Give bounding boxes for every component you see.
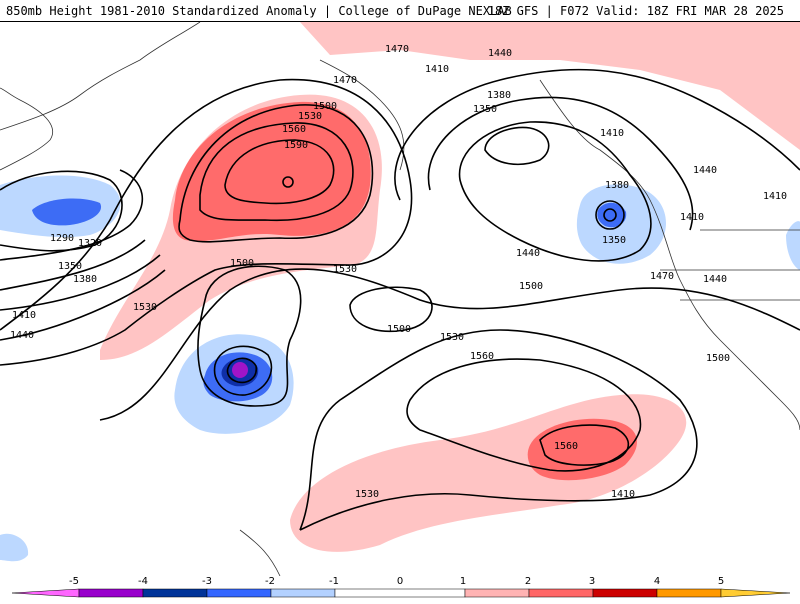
contour-label: 1410 [12, 310, 36, 321]
colorbar-segment [720, 588, 791, 598]
colorbar-tick-label: -3 [202, 576, 212, 587]
contour-label: 1350 [58, 261, 82, 272]
negative-anomaly-southwest [0, 533, 29, 562]
contour-label: 1410 [763, 191, 787, 202]
colorbar-segment [142, 588, 208, 598]
height-contours [0, 68, 800, 531]
colorbar-segment [206, 588, 272, 598]
contour-label: 1530 [355, 489, 379, 500]
contour-label: 1440 [488, 48, 512, 59]
contour-label: 1350 [473, 104, 497, 115]
contour-label: 1440 [10, 330, 34, 341]
colorbar-segment [528, 588, 594, 598]
contour-label: 1470 [333, 75, 357, 86]
contour-label: 1530 [133, 302, 157, 313]
colorbar-tick-label: 2 [525, 576, 531, 587]
contour-label: 1530 [333, 264, 357, 275]
contour-label: 1410 [611, 489, 635, 500]
positive-anomaly-subtropics [290, 394, 687, 552]
colorbar-segment [78, 588, 144, 598]
contour-label: 1500 [706, 353, 730, 364]
contour-label: 1380 [73, 274, 97, 285]
contour-label: 1380 [487, 90, 511, 101]
contour-label: 1470 [650, 271, 674, 282]
colorbar-segment [334, 588, 466, 598]
colorbar-svg: -5 -4 -3 -2 -1 0 1 2 3 4 5 [11, 576, 791, 598]
map-svg: 1470 1440 1410 1380 1350 1500 1530 1560 … [0, 22, 800, 576]
contour-label: 1350 [602, 235, 626, 246]
strong-negative-anomaly-east [597, 202, 627, 228]
contour-label: 1440 [693, 165, 717, 176]
contour-label: 1470 [385, 44, 409, 55]
strong-positive-anomaly-subtropics [527, 418, 637, 481]
positive-anomaly-top [300, 22, 800, 150]
contour-label: 1560 [470, 351, 494, 362]
anomaly-colorbar: -5 -4 -3 -2 -1 0 1 2 3 4 5 [0, 574, 800, 600]
colorbar-tick-label: 1 [460, 576, 466, 587]
colorbar-tick-label: -5 [69, 576, 79, 587]
strong-negative-anomaly-west [32, 198, 102, 226]
contour-label: 1560 [554, 441, 578, 452]
contour-label: 1410 [600, 128, 624, 139]
colorbar-tick-label: -1 [329, 576, 339, 587]
colorbar-segment [656, 588, 722, 598]
colorbar-segment [270, 588, 336, 598]
contour-label: 1560 [282, 124, 306, 135]
contour-label: 1500 [387, 324, 411, 335]
colorbar-tick-label: 3 [589, 576, 595, 587]
colorbar-tick-label: -4 [138, 576, 148, 587]
contour-label: 1590 [284, 140, 308, 151]
map-area: 1470 1440 1410 1380 1350 1500 1530 1560 … [0, 22, 800, 576]
colorbar-tick-label: 5 [718, 576, 724, 587]
model-valid-time: 18Z GFS | F072 Valid: 18Z FRI MAR 28 202… [487, 4, 784, 18]
contour-label: 1410 [680, 212, 704, 223]
contour-label: 1500 [519, 281, 543, 292]
contour-label: 1500 [230, 258, 254, 269]
contour-labels: 1470 1440 1410 1380 1350 1500 1530 1560 … [10, 44, 787, 500]
header-bar: 850mb Height 1981-2010 Standardized Anom… [0, 0, 800, 22]
contour-label: 1530 [298, 111, 322, 122]
colorbar-segments [11, 588, 791, 598]
contour-label: 1440 [703, 274, 727, 285]
extreme-negative-anomaly-center [232, 362, 248, 378]
colorbar-segment [592, 588, 658, 598]
strong-positive-anomaly [172, 101, 371, 242]
colorbar-ticks: -5 -4 -3 -2 -1 0 1 2 3 4 5 [69, 576, 724, 587]
colorbar-segment [464, 588, 530, 598]
contour-label: 1500 [313, 101, 337, 112]
contour-label: 1290 [50, 233, 74, 244]
map-title: 850mb Height 1981-2010 Standardized Anom… [6, 4, 512, 18]
contour-label: 1530 [440, 332, 464, 343]
colorbar-tick-label: 0 [397, 576, 403, 587]
contour-label: 1320 [78, 238, 102, 249]
colorbar-tick-label: 4 [654, 576, 660, 587]
contour-label: 1440 [516, 248, 540, 259]
colorbar-tick-label: -2 [265, 576, 275, 587]
colorbar-segment [11, 588, 80, 598]
contour-label: 1410 [425, 64, 449, 75]
contour-label: 1380 [605, 180, 629, 191]
anomaly-shading [0, 22, 800, 562]
negative-anomaly-far-east [786, 221, 800, 270]
